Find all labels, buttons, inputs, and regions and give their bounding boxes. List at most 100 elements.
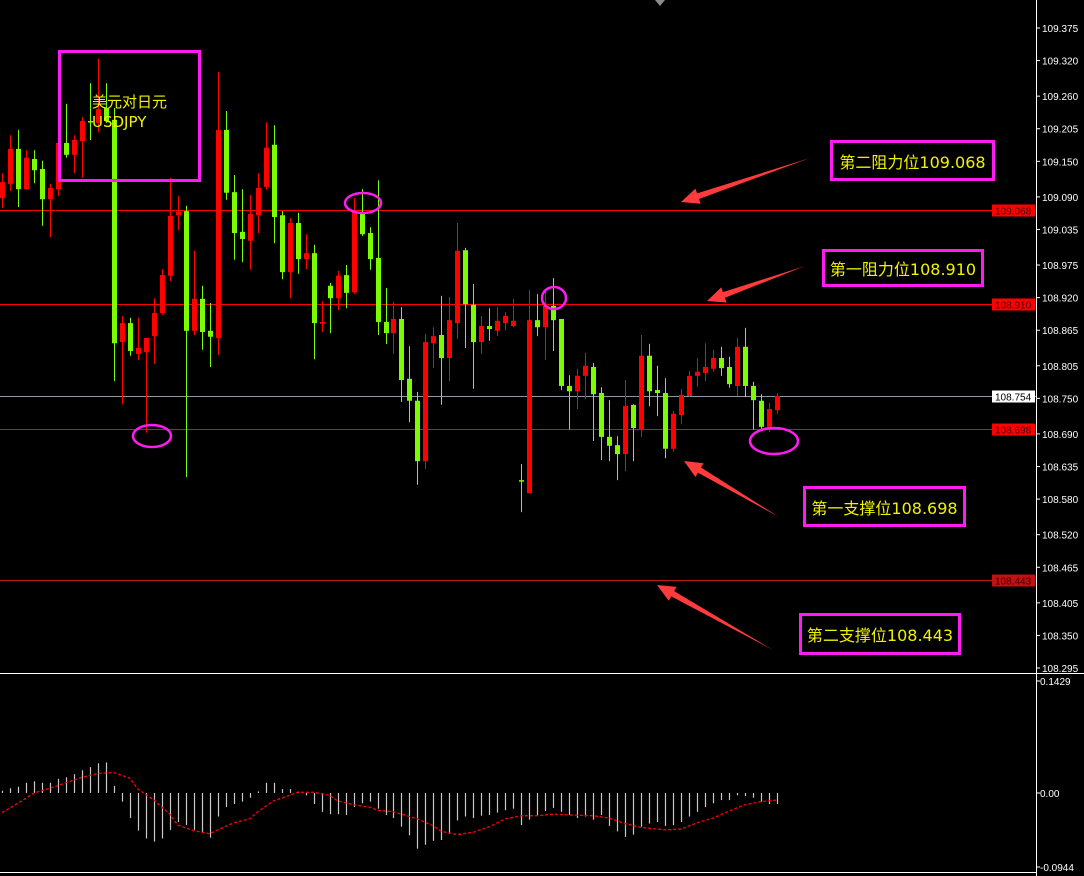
price-tick-label: 109.035 — [1042, 225, 1079, 236]
candle-body — [264, 147, 269, 187]
candle — [559, 318, 564, 391]
candle-body — [567, 385, 572, 392]
shift-marker-icon[interactable] — [655, 0, 665, 6]
candle — [168, 177, 173, 282]
candle-body — [631, 404, 636, 428]
candle-body — [248, 214, 253, 241]
candle — [152, 298, 157, 364]
candle-body — [320, 321, 325, 324]
candle — [479, 316, 484, 354]
price-tick-label: 108.465 — [1042, 563, 1079, 574]
level-lines — [0, 210, 1036, 581]
candle-body — [112, 119, 117, 344]
level-price-tag-text: 108.443 — [995, 577, 1032, 588]
candle-body — [599, 393, 604, 437]
candle-body — [391, 318, 396, 334]
candle-body — [743, 346, 748, 386]
price-tick-label: 108.295 — [1042, 664, 1079, 675]
price-tick-label: 108.690 — [1042, 430, 1079, 441]
candle-body — [695, 371, 700, 376]
candle-body — [168, 215, 173, 276]
candle-body — [767, 409, 772, 427]
candle — [567, 375, 572, 430]
price-tick-label: 108.405 — [1042, 599, 1079, 610]
candle — [72, 135, 77, 174]
candle — [240, 189, 245, 263]
candle-body — [495, 320, 500, 331]
candle-body — [471, 304, 476, 343]
highlight-ellipse — [748, 426, 800, 456]
candle-body — [679, 394, 684, 415]
candle-body — [48, 188, 53, 200]
candle — [280, 211, 285, 280]
candle-body — [647, 355, 652, 392]
candle-body — [759, 400, 764, 427]
candle — [463, 247, 468, 348]
candle — [743, 327, 748, 398]
arrow-icon — [707, 266, 805, 303]
price-tick-label: 109.375 — [1042, 24, 1079, 35]
candle-body — [663, 393, 668, 449]
price-tags: 109.068 108.910 108.698 108.443 108.754 — [992, 204, 1035, 588]
candle — [136, 317, 141, 360]
candle-body — [615, 445, 620, 455]
candle-body — [543, 305, 548, 328]
level-price-tag — [992, 204, 1035, 217]
candle-body — [559, 318, 564, 386]
candle — [40, 160, 45, 226]
candle — [655, 365, 660, 417]
candle — [32, 150, 37, 184]
candle-body — [336, 275, 341, 299]
highlight-ellipse — [540, 285, 568, 311]
candle-body — [551, 305, 556, 321]
level-price-tag-text: 109.068 — [995, 207, 1032, 218]
candle-body — [216, 129, 221, 338]
level-price-tag — [992, 298, 1035, 311]
candle — [639, 334, 644, 437]
candle — [775, 393, 780, 414]
candle — [120, 316, 125, 405]
candle — [80, 116, 85, 178]
candle-body — [360, 212, 365, 235]
candle-body — [703, 366, 708, 373]
candle-body — [463, 250, 468, 305]
candle-body — [288, 222, 293, 273]
candle-body — [487, 326, 492, 330]
candle-body — [232, 192, 237, 234]
candle — [703, 343, 708, 382]
price-tick-label: 108.580 — [1042, 495, 1079, 506]
price-tick-label: 109.320 — [1042, 57, 1079, 68]
candle — [88, 83, 93, 140]
candle-body — [176, 211, 181, 216]
candle-body — [296, 222, 301, 260]
candle — [184, 205, 189, 478]
candle — [384, 288, 389, 344]
candle — [0, 173, 5, 209]
candle — [535, 294, 540, 337]
candle-body — [439, 334, 444, 359]
candle — [503, 311, 508, 331]
candle — [615, 436, 620, 481]
candle — [543, 289, 548, 360]
candle-body — [312, 253, 317, 324]
highlight-ellipse — [131, 423, 173, 449]
candle-body — [328, 285, 333, 299]
level-price-tag-text: 108.910 — [995, 301, 1032, 312]
candle-body — [72, 140, 77, 155]
candle — [447, 297, 452, 382]
resistance-2-label: 第二阻力位109.068 — [830, 140, 995, 181]
candle-body — [527, 320, 532, 494]
candle — [192, 250, 197, 335]
support-2-label: 第二支撑位108.443 — [799, 613, 961, 655]
candle-body — [32, 158, 37, 171]
resistance-1-label: 第一阻力位108.910 — [822, 249, 984, 287]
price-tick-label: 109.260 — [1042, 92, 1079, 103]
candle — [232, 174, 237, 260]
candle-body — [208, 330, 213, 337]
candle-body — [583, 365, 588, 376]
candle-body — [0, 182, 5, 199]
macd-panel: 0.1429 0.00 -0.0944 — [1, 677, 1074, 874]
candle-body — [64, 142, 69, 155]
level-price-tag-text: 108.698 — [995, 426, 1032, 437]
